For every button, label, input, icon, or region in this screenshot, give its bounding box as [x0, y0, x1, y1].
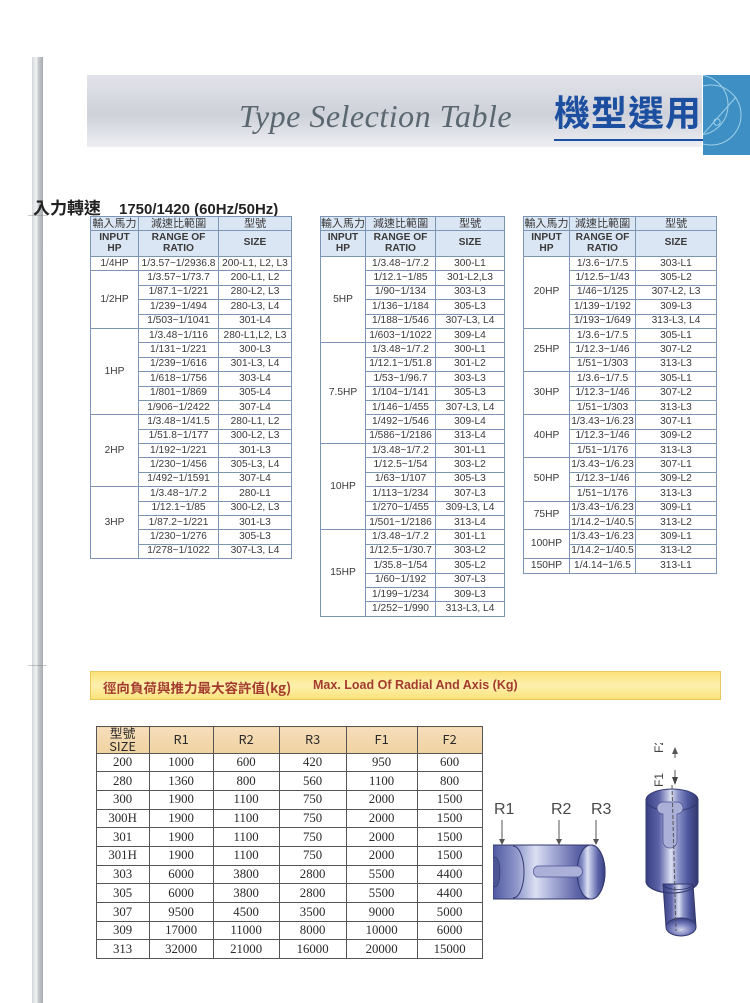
svg-text:R1: R1: [494, 801, 515, 818]
svg-text:R3: R3: [591, 801, 612, 818]
svg-text:F2: F2: [652, 743, 666, 753]
svg-text:F1: F1: [652, 773, 666, 787]
svg-text:R2: R2: [551, 801, 572, 818]
